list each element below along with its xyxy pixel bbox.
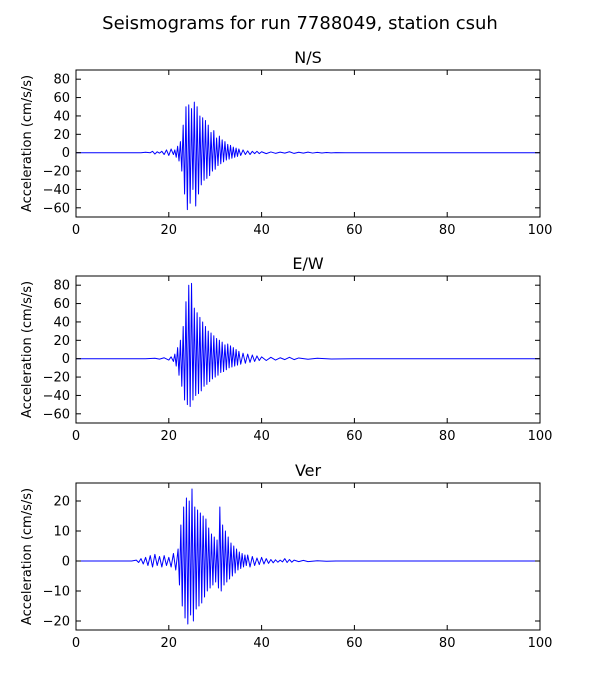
y-tick-label: 80	[53, 73, 70, 88]
panel-ns: N/S Acceleration (cm/s/s) 0 20 40 60 80 100 −60 −…	[20, 48, 552, 238]
y-tick-label: 0	[62, 146, 70, 161]
y-tick-label: −60	[43, 201, 70, 216]
x-tick-label: 60	[346, 223, 363, 238]
waveform-line	[76, 101, 540, 211]
x-tick-label: 60	[346, 636, 363, 651]
x-tick-label: 100	[528, 636, 553, 651]
y-axis-label: Acceleration (cm/s/s)	[20, 281, 35, 418]
panel-ew: E/W Acceleration (cm/s/s) 0 20 40 60 80 100 −60 −…	[20, 254, 552, 444]
y-tick-label: 20	[53, 495, 70, 510]
y-tick-label: −40	[43, 389, 70, 404]
y-tick-label: 40	[53, 109, 70, 124]
figure-title: Seismograms for run 7788049, station csu…	[102, 13, 498, 34]
x-tick-label: 60	[346, 429, 363, 444]
plot-frame	[75, 69, 541, 218]
x-tick-label: 0	[72, 223, 80, 238]
panel-title: Ver	[295, 461, 322, 480]
y-tick-label: 0	[62, 352, 70, 367]
x-tick-label: 80	[439, 429, 456, 444]
y-tick-label: 80	[53, 279, 70, 294]
y-tick-label: −10	[43, 585, 70, 600]
y-tick-label: 0	[62, 555, 70, 570]
x-tick-label: 0	[72, 429, 80, 444]
plot-frame	[75, 482, 541, 631]
waveform-line	[76, 488, 540, 625]
y-tick-label: 20	[53, 334, 70, 349]
panel-title: N/S	[294, 48, 322, 67]
x-tick-label: 40	[253, 636, 270, 651]
x-tick-label: 20	[161, 429, 178, 444]
y-axis-label: Acceleration (cm/s/s)	[20, 488, 35, 625]
y-tick-label: −20	[43, 371, 70, 386]
y-tick-label: 60	[53, 91, 70, 106]
y-tick-label: −40	[43, 183, 70, 198]
x-tick-label: 100	[528, 223, 553, 238]
x-tick-label: 40	[253, 223, 270, 238]
y-tick-label: −20	[43, 615, 70, 630]
y-tick-label: 20	[53, 128, 70, 143]
x-tick-label: 100	[528, 429, 553, 444]
x-tick-label: 0	[72, 636, 80, 651]
x-tick-label: 80	[439, 636, 456, 651]
y-tick-label: 40	[53, 315, 70, 330]
y-tick-label: 10	[53, 525, 70, 540]
y-axis-label: Acceleration (cm/s/s)	[20, 75, 35, 212]
plot-frame	[75, 275, 541, 424]
y-tick-label: −20	[43, 165, 70, 180]
panel-title: E/W	[292, 254, 324, 273]
y-tick-label: 60	[53, 297, 70, 312]
waveform-line	[76, 282, 540, 407]
x-tick-label: 80	[439, 223, 456, 238]
x-tick-label: 40	[253, 429, 270, 444]
x-tick-label: 20	[161, 636, 178, 651]
y-tick-label: −60	[43, 407, 70, 422]
x-tick-label: 20	[161, 223, 178, 238]
